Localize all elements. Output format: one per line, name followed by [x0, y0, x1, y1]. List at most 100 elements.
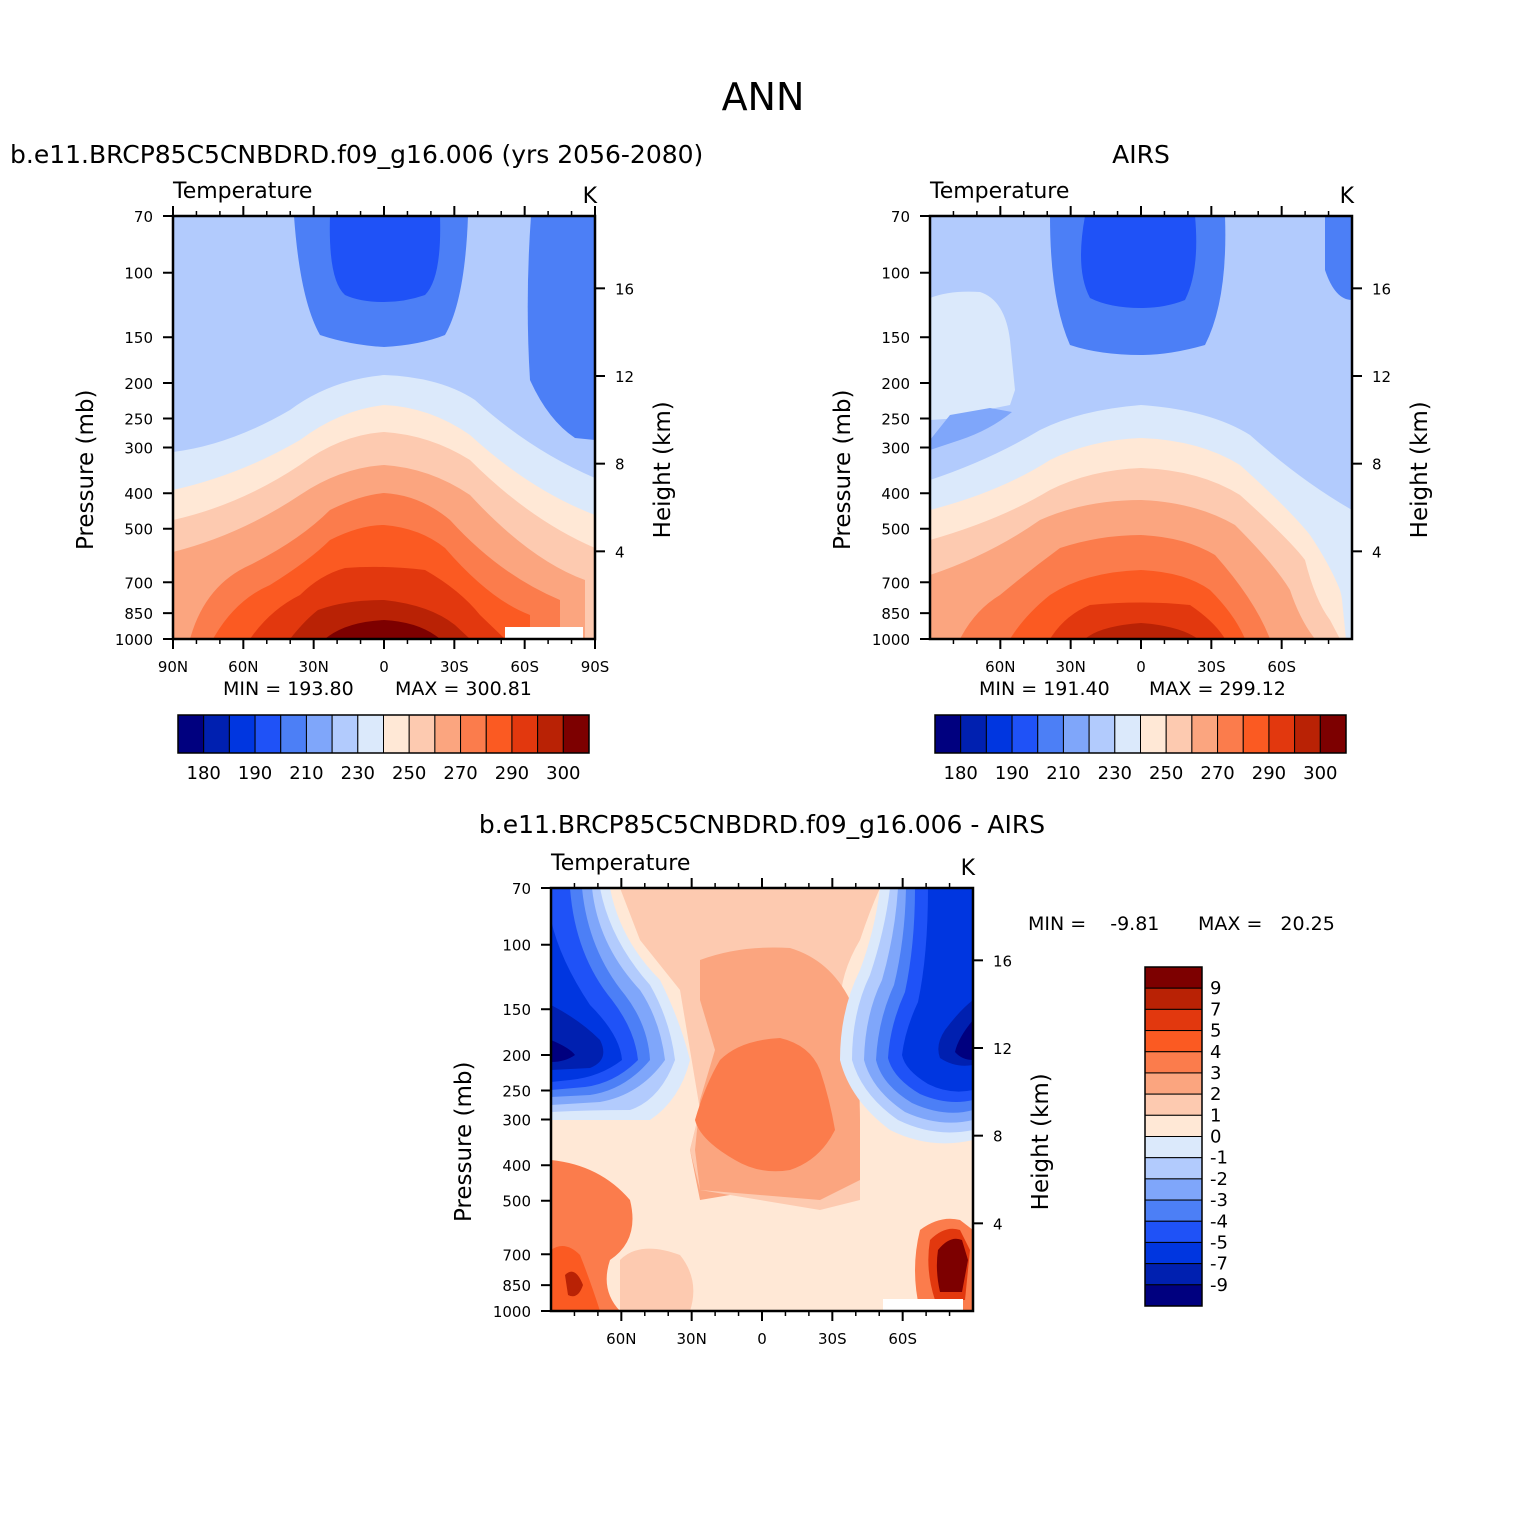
colorbar-swatch	[228, 714, 256, 754]
colorbar-label: 270	[443, 763, 477, 784]
contour-band	[527, 216, 595, 440]
y-tick-label: 100	[502, 937, 531, 955]
colorbar-swatch	[1319, 714, 1347, 754]
colorbar-label: 180	[944, 763, 978, 784]
model-variable-label: Temperature	[172, 179, 312, 204]
model-contour-field	[173, 216, 595, 639]
x-tick-label: 30S	[440, 658, 469, 676]
y-tick-label: 400	[502, 1157, 531, 1175]
missing-data-patch	[505, 627, 583, 639]
y-tick-label: 850	[881, 605, 910, 623]
y-tick-label: 300	[124, 439, 153, 457]
colorbar-swatch	[357, 714, 384, 754]
figure-title: ANN	[722, 75, 805, 119]
height-axis-title: Height (km)	[1407, 401, 1433, 538]
colorbar-swatch	[434, 714, 462, 754]
colorbar-swatch	[1144, 1008, 1203, 1032]
contour-band	[551, 1040, 575, 1062]
x-tick-label: 60S	[1267, 658, 1296, 676]
contour-band	[620, 1248, 694, 1311]
contour-band	[930, 291, 1015, 420]
colorbar-swatch	[1011, 714, 1039, 754]
colorbar-label: 250	[392, 763, 426, 784]
y-tick-label: 150	[502, 1001, 531, 1019]
x-tick-label: 60N	[606, 1330, 636, 1348]
colorbar-swatch	[960, 714, 987, 754]
height-tick-label: 16	[993, 952, 1012, 970]
obs-variable-label: Temperature	[929, 179, 1069, 204]
model-max-label: MAX = 300.81	[395, 678, 532, 700]
contour-band	[930, 408, 1012, 450]
colorbar-label: 290	[1252, 763, 1286, 784]
y-tick-label: 500	[124, 521, 153, 539]
obs-max-label: MAX = 299.12	[1149, 678, 1286, 700]
y-tick-label: 200	[502, 1047, 531, 1065]
colorbar-swatch	[1191, 714, 1219, 754]
y-tick-label: 150	[881, 329, 910, 347]
colorbar-label: 2	[1210, 1084, 1221, 1105]
contour-band	[325, 620, 440, 639]
y-tick-label: 700	[502, 1246, 531, 1264]
diff-variable-label: Temperature	[550, 851, 690, 876]
colorbar-swatch	[177, 714, 205, 754]
contour-band	[675, 1219, 692, 1252]
contour-band	[735, 1223, 806, 1277]
obs-colorbar: 180 190 210 230 250 270 290 300	[934, 714, 1347, 784]
diff-axes: 60N 30N 0 30S 60S 70 100 150 200 250 300 400 500 700 8…	[451, 878, 1054, 1348]
y-tick-label: 100	[124, 265, 153, 283]
y-tick-label: 400	[124, 485, 153, 503]
colorbar-label: 9	[1210, 978, 1221, 999]
colorbar-swatch	[1114, 714, 1141, 754]
y-tick-label: 400	[881, 485, 910, 503]
colorbar-label: 190	[238, 763, 272, 784]
colorbar-swatch	[1140, 714, 1167, 754]
x-tick-label: 0	[379, 658, 389, 676]
obs-axes: 60N 30N 0 30S 60S 70 100 150 200 250 300 400 500 700 8…	[830, 206, 1433, 676]
missing-data-patch	[883, 1299, 963, 1311]
colorbar-label: -9	[1210, 1275, 1228, 1296]
colorbar-frame	[934, 714, 1347, 754]
diff-min-label: MIN = -9.81	[1028, 913, 1159, 935]
contour-band	[823, 1221, 867, 1311]
colorbar-frame	[177, 714, 590, 754]
height-axis-title: Height (km)	[650, 401, 676, 538]
model-min-label: MIN = 193.80	[223, 678, 354, 700]
colorbar-label: 230	[1098, 763, 1132, 784]
y-tick-label: 850	[502, 1277, 531, 1295]
obs-contour-field	[930, 216, 1352, 639]
y-tick-label: 70	[891, 208, 910, 226]
colorbar-label: -7	[1210, 1254, 1228, 1275]
x-tick-label: 60S	[510, 658, 539, 676]
height-tick-label: 4	[1372, 543, 1382, 561]
contour-band	[290, 600, 470, 639]
height-tick-label: 8	[615, 456, 625, 474]
diff-max-label: MAX = 20.25	[1198, 913, 1335, 935]
colorbar-swatch	[331, 714, 359, 754]
colorbar-frame	[1144, 966, 1203, 1307]
x-tick-label: 30S	[818, 1330, 847, 1348]
y-tick-label: 200	[881, 375, 910, 393]
colorbar-label: 5	[1210, 1021, 1221, 1042]
obs-panel: AIRS Temperature K 60N 30N 0 30S 60S 70 100 150…	[830, 140, 1433, 784]
colorbar-label: -5	[1210, 1232, 1228, 1253]
colorbar-swatch	[1144, 1072, 1203, 1095]
contour-band	[955, 1020, 973, 1060]
colorbar-swatch	[460, 714, 487, 754]
colorbar-label: 190	[995, 763, 1029, 784]
x-tick-label: 60N	[228, 658, 258, 676]
y-tick-label: 1000	[493, 1303, 531, 1321]
colorbar-swatch	[1242, 714, 1270, 754]
colorbar-swatch	[1144, 1114, 1203, 1137]
colorbar-swatch	[562, 714, 590, 754]
colorbar-label: 230	[341, 763, 375, 784]
model-axes: 90N 60N 30N 0 30S 60S 90S 70 100 150 200 250 300 400 5…	[73, 206, 676, 676]
colorbar-swatch	[1037, 714, 1064, 754]
colorbar-swatch	[1144, 1093, 1203, 1116]
model-colorbar: 180 190 210 230 250 270 290 300	[177, 714, 590, 784]
pressure-axis-title: Pressure (mb)	[830, 390, 856, 550]
colorbar-label: -3	[1210, 1190, 1228, 1211]
contour-band	[329, 216, 441, 302]
diff-units-label: K	[961, 856, 976, 881]
colorbar-swatch	[1144, 1241, 1203, 1265]
contour-band	[936, 1238, 968, 1292]
